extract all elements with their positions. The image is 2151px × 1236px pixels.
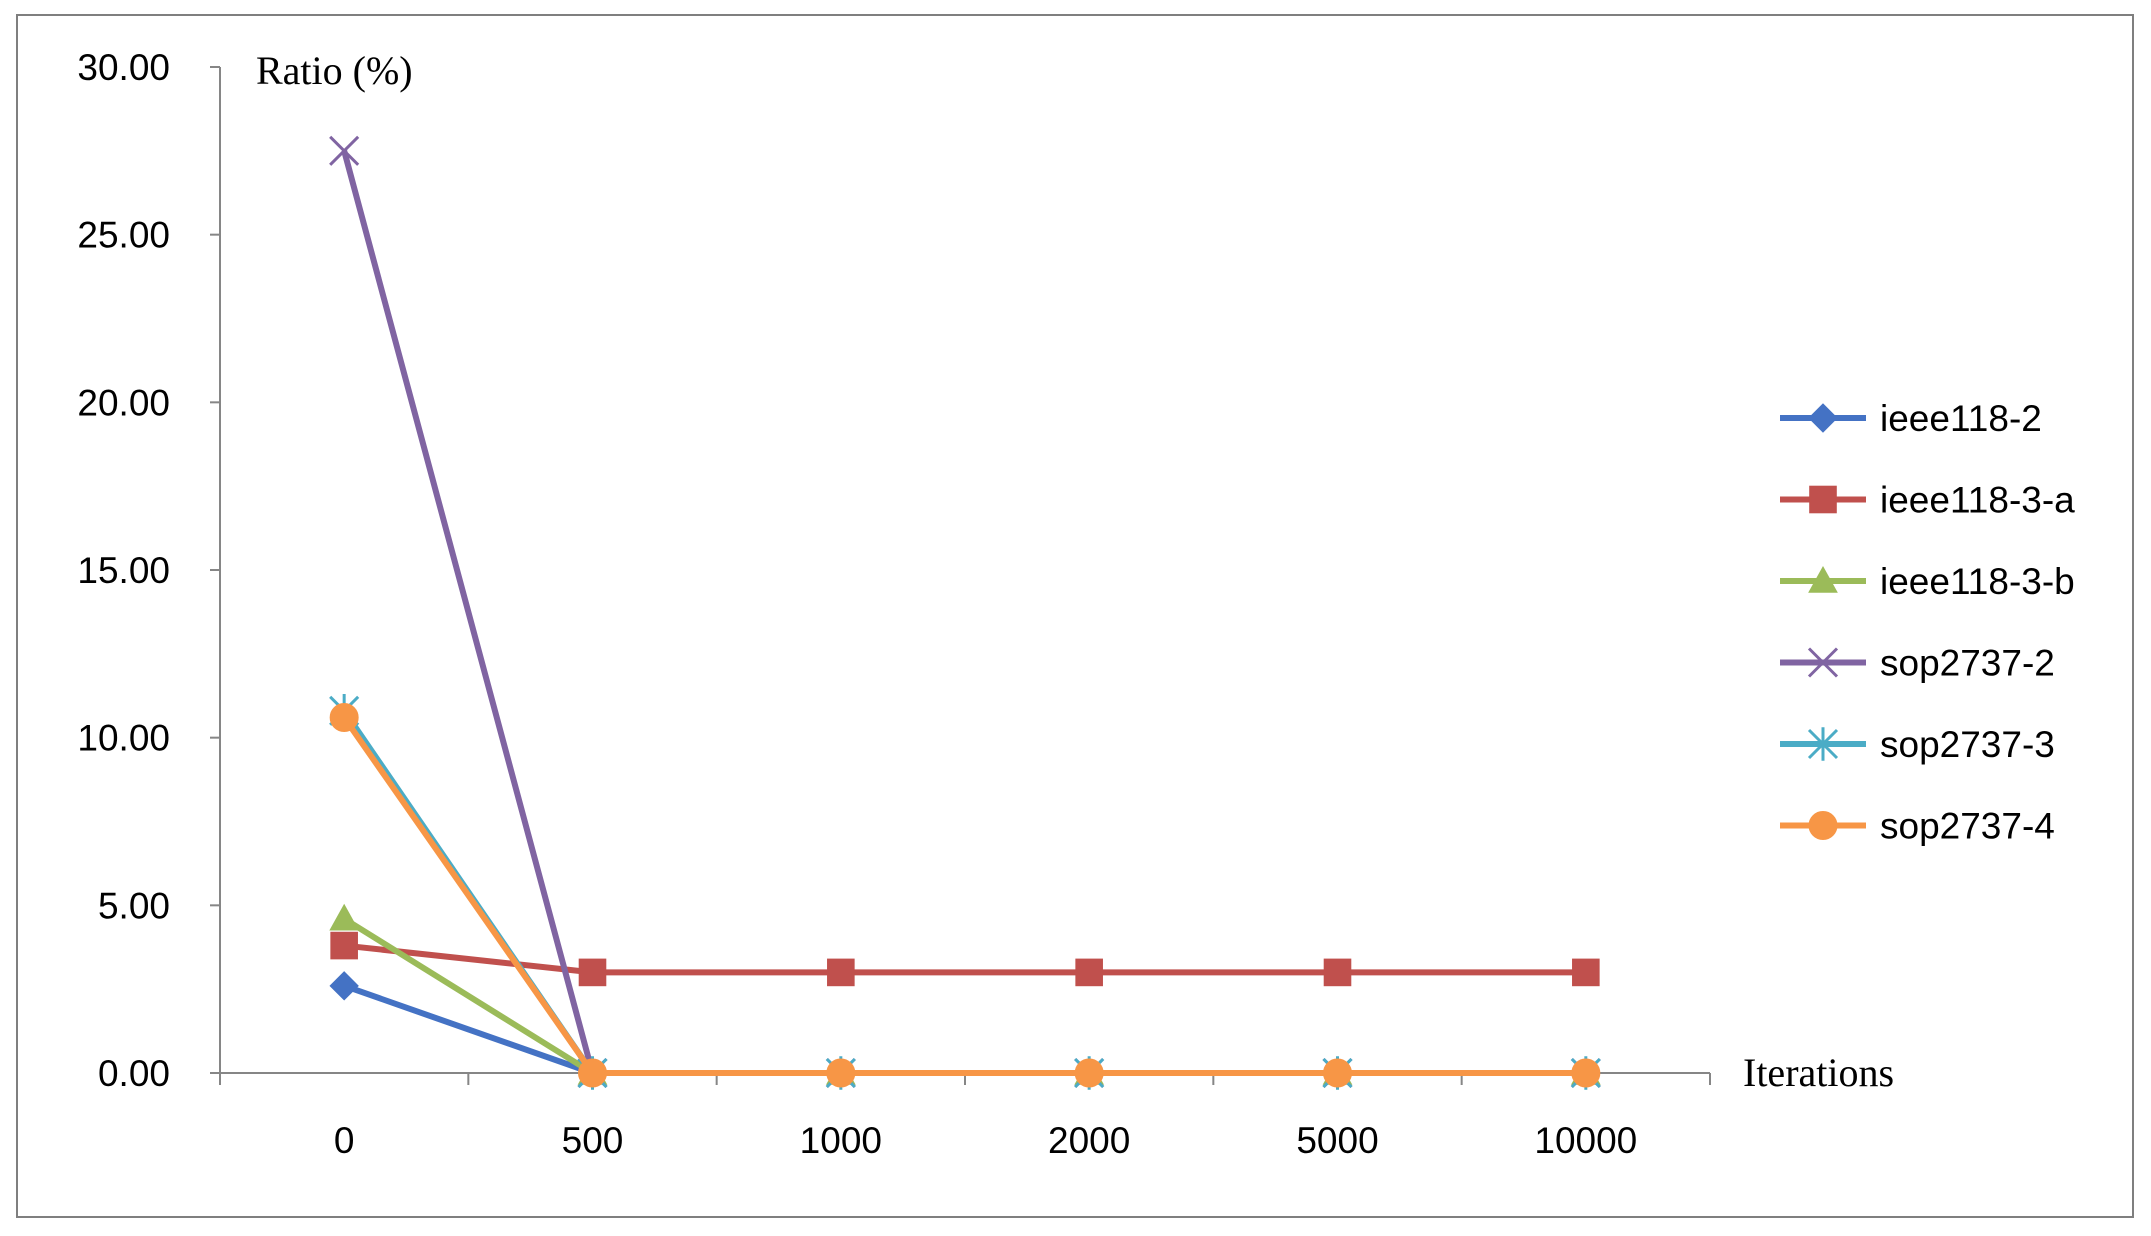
- legend-label: sop2737-4: [1880, 806, 2055, 847]
- y-axis-title: Ratio (%): [256, 48, 413, 93]
- legend-marker: [1808, 811, 1838, 840]
- series-line: [341, 150, 1586, 1076]
- y-tick-label: 5.00: [98, 885, 170, 926]
- legend-marker: [1808, 565, 1838, 593]
- legend-entry: sop2737-3: [1780, 724, 2055, 765]
- data-point: [1074, 1058, 1104, 1088]
- legend-marker: [1808, 403, 1838, 433]
- y-tick-label: 0.00: [98, 1053, 170, 1094]
- legend-label: sop2737-3: [1880, 724, 2055, 765]
- data-point: [1572, 958, 1600, 987]
- x-axis: 0 500 1000 2000 5000 10000: [219, 1072, 1711, 1161]
- y-tick-label: 30.00: [77, 47, 170, 88]
- x-axis-title: Iterations: [1743, 1050, 1894, 1095]
- legend-entry: sop2737-2: [1780, 643, 2055, 684]
- data-point: [1323, 958, 1352, 987]
- legend-entry: ieee118-2: [1780, 398, 2042, 439]
- data-point: [329, 703, 359, 733]
- chart-frame: [16, 14, 2134, 1218]
- legend-entry: sop2737-4: [1780, 806, 2055, 847]
- x-tick-label: 0: [334, 1120, 355, 1161]
- series-line: [341, 715, 1586, 1076]
- x-tick-label: 1000: [800, 1120, 882, 1161]
- y-tick-label: 25.00: [77, 215, 170, 256]
- data-point: [1075, 958, 1103, 987]
- data-point: [1323, 1058, 1352, 1088]
- series-sop2737-4: [329, 703, 1601, 1088]
- y-axis: 0.00 5.00 10.00 15.00 20.00 25.00 30.00: [77, 47, 221, 1094]
- legend-label: ieee118-3-b: [1880, 561, 2075, 602]
- data-point: [329, 971, 359, 1001]
- series-line: [343, 982, 1586, 1076]
- legend-marker: [1807, 647, 1839, 678]
- series-ieee118-3-a: [330, 931, 1600, 987]
- legend-label: ieee118-3-a: [1880, 480, 2075, 521]
- y-tick-label: 20.00: [77, 382, 170, 423]
- x-tick-label: 2000: [1048, 1120, 1130, 1161]
- data-point: [329, 135, 360, 166]
- series-ieee118-3-b: [329, 903, 1601, 1085]
- legend-marker: [1807, 727, 1839, 761]
- x-tick-label: 5000: [1296, 1120, 1378, 1161]
- series-sop2737-2: [329, 135, 1601, 1089]
- series-line: [341, 709, 1586, 1076]
- x-tick-label: 10000: [1534, 1120, 1637, 1161]
- data-point: [578, 958, 607, 987]
- legend-label: ieee118-2: [1880, 398, 2042, 439]
- data-point: [826, 1058, 856, 1088]
- y-tick-label: 10.00: [77, 718, 170, 759]
- data-point: [827, 958, 855, 987]
- legend-label: sop2737-2: [1880, 643, 2055, 684]
- data-point: [329, 903, 360, 931]
- data-point: [578, 1058, 607, 1088]
- x-tick-label: 500: [562, 1120, 624, 1161]
- legend-marker: [1809, 485, 1837, 514]
- legend-entry: ieee118-3-a: [1780, 480, 2075, 521]
- series-layer: [329, 135, 1601, 1090]
- data-point: [330, 931, 358, 960]
- series-line: [343, 942, 1586, 976]
- y-tick-label: 15.00: [77, 550, 170, 591]
- data-point: [1571, 1058, 1601, 1088]
- legend: ieee118-2 ieee118-3-a ieee118-3-b sop2737-2…: [1780, 398, 2075, 847]
- legend-entry: ieee118-3-b: [1780, 561, 2075, 602]
